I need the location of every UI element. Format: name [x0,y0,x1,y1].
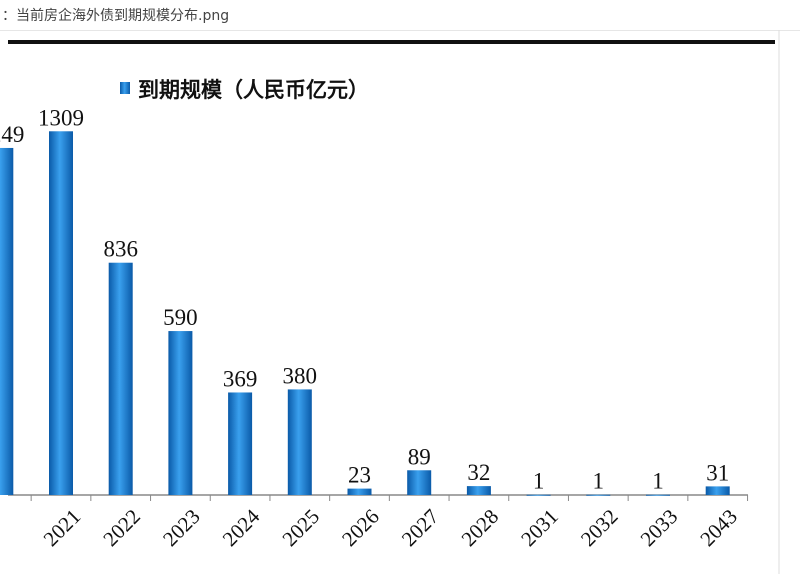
x-tick-label: 2027 [397,504,444,551]
x-tick-label: 2031 [516,504,563,551]
bar [347,488,372,495]
value-label: 1309 [38,105,84,130]
x-tick-label: 2026 [337,504,384,551]
x-tick-label: 2025 [277,504,324,551]
header-rule [8,40,775,44]
bar [526,494,551,496]
bar [168,331,193,495]
value-label: 32 [467,460,490,485]
bar [705,486,730,495]
bar [228,392,253,495]
value-label: 31 [706,460,729,485]
value-label: 590 [163,305,198,330]
x-tick-label: 2033 [636,504,683,551]
legend-swatch [120,82,130,94]
bar [466,486,491,495]
x-tick-label: 2024 [218,504,265,551]
bar [646,494,670,496]
bar [108,262,133,495]
x-tick-label: 2028 [457,504,504,551]
bar [407,470,432,495]
bar [287,389,312,495]
x-tick-label: 2043 [695,504,742,551]
value-label: 1 [593,469,605,494]
title-bar: ：当前房企海外债到期规模分布.png [0,0,800,31]
window-title: ：当前房企海外债到期规模分布.png [2,8,230,24]
value-label: 23 [348,463,371,488]
x-tick-label: 2023 [158,504,205,551]
bar [0,147,14,495]
value-label: 369 [223,366,258,391]
x-tick-label: 2022 [98,504,145,551]
value-label: 1 [533,469,545,494]
value-label: 1 [652,469,664,494]
bar [49,131,73,495]
value-label: 89 [408,444,431,469]
value-label: 380 [283,363,318,388]
legend-label: 到期规模（人民币亿元） [138,78,369,102]
x-tick-label: 2032 [576,504,623,551]
value-label: 1249 [0,122,24,147]
value-label: 836 [103,237,138,262]
x-tick-label: 2021 [39,504,86,551]
bar [586,494,611,496]
